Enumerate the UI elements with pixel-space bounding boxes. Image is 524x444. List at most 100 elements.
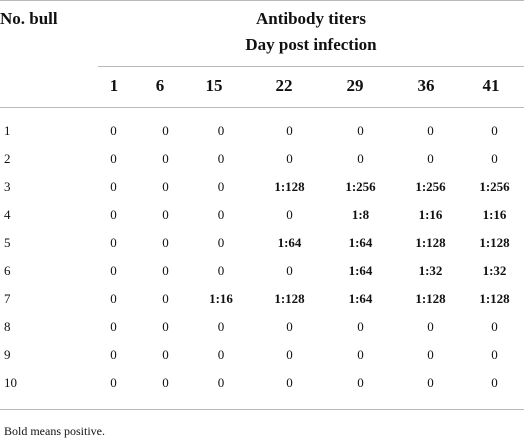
titer-cell: 1:64 [348,235,373,250]
day-header: 29 [346,76,364,95]
bull-number-cell: 10 [4,375,17,390]
titer-cell: 0 [217,375,225,390]
titer-cell: 0 [110,151,117,166]
titer-cell: 1:64 [348,263,373,278]
titer-cell: 0 [427,151,434,166]
titer-cell: 0 [217,123,225,138]
bull-number-cell: 5 [4,235,11,250]
titer-cell: 0 [357,123,364,138]
titer-cell: 1:32 [418,263,443,278]
bull-number-cell: 7 [4,291,11,306]
titer-cell: 0 [491,151,498,166]
titer-cell: 1:128 [479,291,510,306]
titer-cell: 0 [357,375,364,390]
titer-cell: 0 [110,319,117,334]
table-row: 2 0 0 0 0 0 0 0 [0,145,524,173]
titer-cell: 0 [286,151,293,166]
titer-cell: 0 [491,319,498,334]
titer-cell: 0 [110,123,117,138]
titer-cell: 0 [286,319,293,334]
group-header-title: Antibody titers [255,9,367,28]
table-row: 1 0 0 0 0 0 0 0 [0,117,524,145]
titer-cell: 1:256 [479,179,510,194]
titer-cell: 0 [110,179,117,194]
titer-cell: 1:128 [274,179,305,194]
titer-cell: 1:128 [274,291,305,306]
titer-cell: 0 [357,319,364,334]
titer-cell: 0 [286,207,293,222]
day-header: 1 [109,76,119,95]
titer-cell: 1:128 [415,235,446,250]
titer-cell: 0 [162,123,169,138]
bull-number-cell: 9 [4,347,11,362]
titer-cell: 0 [162,207,169,222]
table-row: 4 0 0 0 0 1:8 1:16 1:16 [0,201,524,229]
table-row: 9 0 0 0 0 0 0 0 [0,341,524,369]
titer-cell: 0 [162,347,169,362]
titer-cell: 0 [286,123,293,138]
titer-cell: 0 [110,347,117,362]
titer-cell: 0 [110,207,117,222]
titer-cell: 0 [162,235,169,250]
table-row: 5 0 0 0 1:64 1:64 1:128 1:128 [0,229,524,257]
day-header: 41 [482,76,500,95]
titer-cell: 0 [162,151,169,166]
bull-number-cell: 4 [4,207,11,222]
table-row: 8 0 0 0 0 0 0 0 [0,313,524,341]
titer-cell: 1:256 [345,179,376,194]
titer-cell: 0 [110,263,117,278]
table-row: 3 0 0 0 1:128 1:256 1:256 1:256 [0,173,524,201]
titer-cell: 0 [427,123,434,138]
header-bottom-rule [0,107,524,108]
titer-cell: 0 [217,151,225,166]
titer-cell: 0 [217,179,225,194]
titer-cell: 0 [162,319,169,334]
titer-cell: 0 [427,375,434,390]
group-header-subtitle: Day post infection [245,35,377,54]
titer-cell: 0 [491,375,498,390]
titer-cell: 0 [162,375,169,390]
titer-cell: 0 [286,347,293,362]
titer-cell: 0 [217,263,225,278]
day-header: 22 [275,76,293,95]
titer-cell: 1:256 [415,179,446,194]
titer-cell: 1:64 [277,235,302,250]
titer-cell: 1:64 [348,291,373,306]
titer-cell: 0 [110,235,117,250]
day-header: 15 [205,76,223,95]
titer-cell: 1:8 [351,207,370,222]
titer-cell: 0 [110,291,117,306]
titer-cell: 0 [286,375,293,390]
table-bottom-rule [0,409,524,410]
titer-cell: 1:128 [479,235,510,250]
bull-column-header: No. bull [0,9,58,28]
day-header: 36 [417,76,435,95]
titer-table: 1 0 0 0 0 0 0 0 2 0 0 0 0 0 0 0 3 0 0 0 1:128 1:256 1:256 1:256… [0,117,524,397]
bull-number-cell: 2 [4,151,11,166]
bull-number-cell: 6 [4,263,11,278]
titer-cell: 0 [357,151,364,166]
titer-cell: 0 [491,347,498,362]
titer-cell: 0 [217,235,225,250]
titer-cell: 1:128 [415,291,446,306]
titer-cell: 1:32 [482,263,507,278]
titer-cell: 0 [286,263,293,278]
titer-cell: 0 [427,347,434,362]
day-header: 6 [155,76,165,95]
titer-cell: 0 [162,291,169,306]
bull-number-cell: 3 [4,179,11,194]
titer-cell: 0 [162,179,169,194]
titer-cell: 1:16 [482,207,507,222]
titer-cell: 1:16 [209,291,233,306]
titer-cell: 0 [217,347,225,362]
titer-cell: 0 [357,347,364,362]
table-row: 6 0 0 0 0 1:64 1:32 1:32 [0,257,524,285]
group-span-rule [98,66,524,67]
table-row: 10 0 0 0 0 0 0 0 [0,369,524,397]
table-top-rule [0,0,524,1]
titer-cell: 0 [217,207,225,222]
table-row: 7 0 0 1:16 1:128 1:64 1:128 1:128 [0,285,524,313]
titer-cell: 1:16 [418,207,443,222]
titer-cell: 0 [110,375,117,390]
titer-cell: 0 [217,319,225,334]
